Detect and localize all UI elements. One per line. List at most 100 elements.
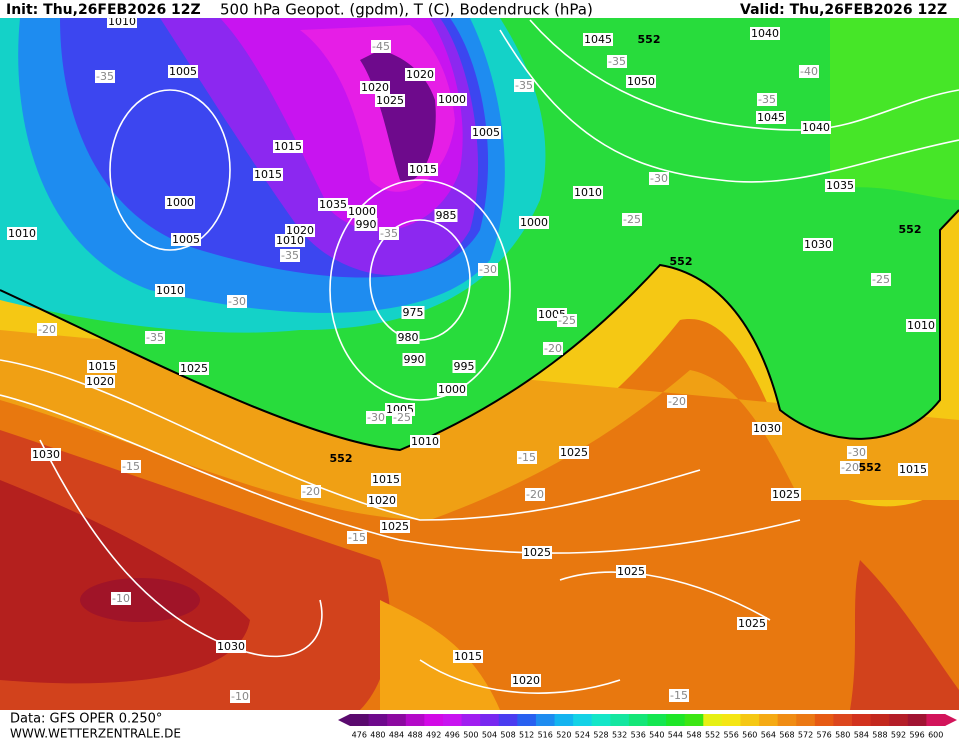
temperature-label-box: [757, 93, 777, 106]
isobar-label-box: [367, 494, 397, 507]
isobar-label-box: [405, 68, 435, 81]
isobar: [499, 29, 959, 183]
colorbar-swatch: [610, 714, 630, 726]
isobar-label-box: [410, 435, 440, 448]
temperature-label-box: [366, 411, 386, 424]
temperature-label-box: [111, 592, 131, 605]
isobar-label-box: [434, 209, 458, 222]
geopotential-label: 552: [330, 452, 353, 465]
colorbar-label: 596: [909, 731, 924, 740]
colorbar-swatch: [889, 714, 909, 726]
isobar-label-box: [756, 111, 786, 124]
temperature-label-box: [478, 263, 498, 276]
isobar-label: 1020: [512, 674, 540, 687]
colorbar-label: 528: [593, 731, 608, 740]
colorbar-label: 480: [370, 731, 385, 740]
colorbar-label: 532: [612, 731, 627, 740]
isobar-label: 1025: [772, 488, 800, 501]
isobar-label-box: [85, 375, 115, 388]
isobar-label: 1015: [454, 650, 482, 663]
isobar-label-box: [347, 205, 377, 218]
isobar-label: 1035: [319, 198, 347, 211]
temperature-label-box: [145, 331, 165, 344]
isobar-label-box: [253, 168, 283, 181]
colorbar-label: 536: [631, 731, 646, 740]
temperature-label-box: [543, 342, 563, 355]
temperature-label: -35: [281, 249, 299, 262]
colorbar-label: 488: [407, 731, 422, 740]
field-red-east: [850, 560, 959, 710]
isobar-label: 1010: [108, 15, 136, 28]
colorbar-swatch: [368, 714, 388, 726]
temperature-label-box: [514, 79, 534, 92]
isobar-label: 1020: [406, 68, 434, 81]
temperature-label-box: [371, 40, 391, 53]
isobar-label: 1025: [381, 520, 409, 533]
colorbar-label: 572: [798, 731, 813, 740]
colorbar-label: 500: [463, 731, 478, 740]
isobar-label-box: [171, 233, 201, 246]
colorbar-label: 560: [742, 731, 757, 740]
isobar-label: 1010: [574, 186, 602, 199]
isobar-label: 1025: [617, 565, 645, 578]
colorbar-label: 520: [556, 731, 571, 740]
isobar-label-box: [437, 93, 467, 106]
map-title: 500 hPa Geopot. (gpdm), T (C), Bodendruc…: [220, 1, 593, 19]
isobar-label: 1010: [8, 227, 36, 240]
colorbar-swatch: [666, 714, 686, 726]
isobar-label: 1040: [802, 121, 830, 134]
temperature-label: -10: [112, 592, 130, 605]
isobar: [109, 89, 231, 251]
colorbar-swatch: [796, 714, 816, 726]
isobar-label-box: [511, 674, 541, 687]
temperature-label-box: [121, 460, 141, 473]
colorbar-swatch: [684, 714, 704, 726]
temperature-label: -45: [372, 40, 390, 53]
temperature-label: -15: [670, 689, 688, 702]
temperature-label-box: [347, 531, 367, 544]
isobar-label: 1025: [180, 362, 208, 375]
isobar-label: 1020: [286, 224, 314, 237]
colorbar-swatch: [777, 714, 797, 726]
isobar-label-box: [275, 234, 305, 247]
isobar-label: 1020: [368, 494, 396, 507]
temperature-label: -30: [650, 172, 668, 185]
temperature-label: -20: [841, 461, 859, 474]
colorbar-swatch: [703, 714, 723, 726]
temperature-label-box: [649, 172, 669, 185]
colorbar-label: 564: [761, 731, 776, 740]
colorbar-swatch: [833, 714, 853, 726]
contour-552: [0, 209, 959, 452]
temperature-label: -15: [122, 460, 140, 473]
colorbar-swatch: [461, 714, 481, 726]
isobar-label: 1010: [907, 319, 935, 332]
temperature-label: -15: [518, 451, 536, 464]
isobar-label: 1025: [376, 94, 404, 107]
isobar-label-box: [453, 650, 483, 663]
colorbar-label: 552: [705, 731, 720, 740]
temperature-label: -20: [668, 395, 686, 408]
isobar: [0, 394, 801, 554]
isobar-label-box: [360, 81, 390, 94]
temperature-label: -25: [872, 273, 890, 286]
temperature-label-box: [379, 227, 399, 240]
colorbar-label: 588: [872, 731, 887, 740]
colorbar-label: 508: [500, 731, 515, 740]
colorbar-swatch: [350, 714, 370, 726]
colorbar-label: 556: [724, 731, 739, 740]
isobar-label-box: [559, 446, 589, 459]
valid-time: Valid: Thu,26FEB2026 12Z: [740, 2, 947, 18]
colorbar-label: 492: [426, 731, 441, 740]
isobar-label: 1010: [411, 435, 439, 448]
colorbar-label: 592: [891, 731, 906, 740]
temperature-label-box: [227, 295, 247, 308]
colorbar-swatch: [870, 714, 890, 726]
isobar-label: 1030: [753, 422, 781, 435]
isobar-label: 1015: [409, 163, 437, 176]
isobar-label-box: [626, 75, 656, 88]
isobar-label: 1025: [738, 617, 766, 630]
colorbar-swatch: [554, 714, 574, 726]
site: WWW.WETTERZENTRALE.DE: [10, 727, 181, 741]
temperature-label-box: [622, 213, 642, 226]
